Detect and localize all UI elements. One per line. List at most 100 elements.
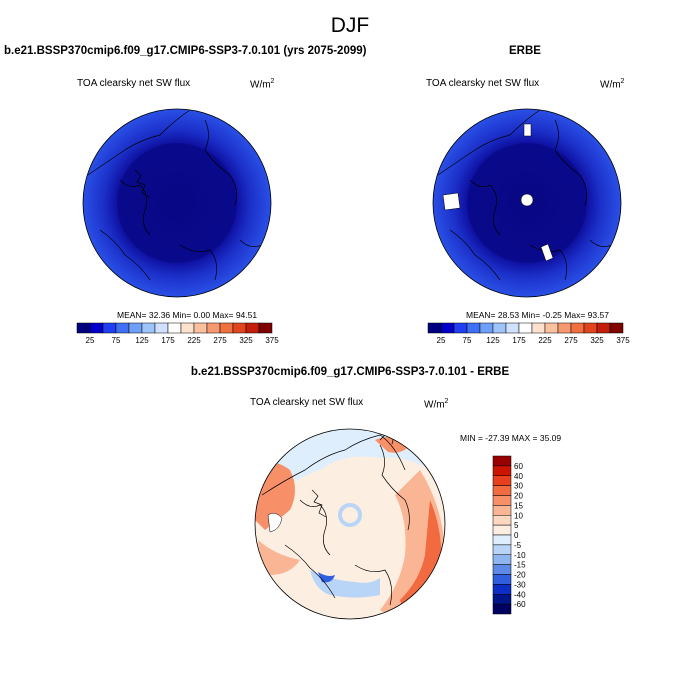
colorbar-swatch (245, 322, 260, 334)
colorbar-tick-label: 10 (514, 511, 523, 520)
panel-model-stats: MEAN= 32.36 Min= 0.00 Max= 94.51 (117, 310, 258, 320)
obs-polar-map (432, 108, 622, 298)
panel-obs-units: W/m2 (600, 78, 624, 90)
units-text: W/m (250, 79, 271, 91)
colorbar-swatch (492, 322, 507, 334)
colorbar-obs: 25 75 125 175 225 275 325 375 (427, 322, 630, 345)
colorbar-tick-label: 40 (514, 472, 523, 481)
colorbar-swatch (440, 322, 455, 334)
colorbar-tick-label: 30 (514, 482, 523, 491)
colorbar-tick-label: -20 (514, 571, 526, 580)
colorbar-tick-label: 175 (512, 336, 526, 345)
colorbar-swatch (479, 322, 494, 334)
colorbar-swatch (492, 485, 512, 496)
colorbar-swatch (492, 534, 512, 546)
colorbar-tick-label: 25 (86, 336, 95, 345)
units-text: W/m (424, 399, 445, 411)
colorbar-swatch (167, 322, 182, 334)
panel-diff-stats: MIN = -27.39 MAX = 35.09 (460, 433, 562, 443)
colorbar-swatch (570, 322, 585, 334)
colorbar-swatch (492, 465, 512, 476)
colorbar-model: 25 75 125 175 225 275 325 375 (76, 322, 279, 345)
colorbar-tick-label: -30 (514, 580, 526, 589)
missing-data-patches (442, 123, 554, 262)
colorbar-swatch (128, 322, 143, 334)
colorbar-tick-label: 175 (161, 336, 175, 345)
colorbar-swatch (180, 322, 195, 334)
panel-model-units: W/m2 (250, 78, 274, 90)
colorbar-tick-label: 5 (514, 521, 519, 530)
panel-model-variable: TOA clearsky net SW flux (77, 78, 191, 89)
colorbar-swatch (89, 322, 104, 334)
units-text: W/m (600, 79, 621, 91)
colorbar-swatch (492, 495, 512, 506)
panel-diff-variable: TOA clearsky net SW flux (250, 397, 364, 408)
colorbar-tick-label: 375 (616, 336, 630, 345)
colorbar-swatch (492, 594, 512, 605)
colorbar-tick-label: 275 (564, 336, 578, 345)
colorbar-swatch (505, 322, 520, 334)
colorbar-swatch (492, 515, 512, 526)
units-exponent: 2 (270, 78, 275, 85)
colorbar-swatch (466, 322, 481, 334)
colorbar-swatch (583, 322, 598, 334)
colorbar-swatch (544, 322, 559, 334)
colorbar-swatch (453, 322, 468, 334)
colorbar-swatch (492, 574, 512, 585)
colorbar-swatch (596, 322, 611, 334)
colorbar-swatch (492, 584, 512, 595)
panel-obs-stats: MEAN= 28.53 Min= -0.25 Max= 93.57 (466, 310, 609, 320)
colorbar-tick-label: -60 (514, 600, 526, 609)
panel-obs-title: ERBE (509, 45, 541, 57)
colorbar-tick-label: 25 (437, 336, 446, 345)
colorbar-tick-label: 75 (463, 336, 472, 345)
colorbar-tick-label: -5 (514, 541, 522, 550)
coastlines (261, 431, 410, 606)
colorbar-swatch (154, 322, 169, 334)
colorbar-swatch (518, 322, 533, 334)
colorbar-swatch (492, 475, 512, 486)
colorbar-swatch (492, 544, 512, 555)
colorbar-tick-label: 20 (514, 492, 523, 501)
colorbar-swatch (115, 322, 130, 334)
colorbar-swatch (258, 322, 273, 334)
colorbar-swatch (219, 322, 234, 334)
colorbar-tick-label: 375 (265, 336, 279, 345)
panel-model-title: b.e21.BSSP370cmip6.f09_g17.CMIP6-SSP3-7.… (4, 45, 367, 57)
colorbar-swatch (531, 322, 546, 334)
colorbar-tick-label: 15 (514, 501, 523, 510)
colorbar-tick-label: 125 (486, 336, 500, 345)
colorbar-tick-label: -15 (514, 561, 526, 570)
colorbar-tick-label: 275 (213, 336, 227, 345)
colorbar-tick-label: -40 (514, 590, 526, 599)
model-polar-map (82, 108, 272, 298)
colorbar-swatch (557, 322, 572, 334)
colorbar-swatch (492, 524, 512, 536)
colorbar-tick-label: 225 (538, 336, 552, 345)
colorbar-tick-label: 225 (187, 336, 201, 345)
colorbar-tick-label: 125 (135, 336, 149, 345)
colorbar-swatch (232, 322, 247, 334)
units-exponent: 2 (444, 398, 449, 405)
colorbar-swatch (609, 322, 624, 334)
colorbar-tick-label: 75 (112, 336, 121, 345)
colorbar-swatch (193, 322, 208, 334)
colorbar-tick-label: 0 (514, 531, 519, 540)
colorbar-swatch (206, 322, 221, 334)
panel-obs-variable: TOA clearsky net SW flux (426, 78, 540, 89)
colorbar-swatch (427, 322, 442, 334)
colorbar-swatch (76, 322, 91, 334)
figure-title: DJF (330, 14, 370, 37)
colorbar-swatch (492, 564, 512, 575)
colorbar-swatch (492, 554, 512, 565)
panel-diff-units: W/m2 (424, 398, 448, 410)
colorbar-swatch (102, 322, 117, 334)
colorbar-swatch (492, 505, 512, 516)
units-exponent: 2 (620, 78, 625, 85)
colorbar-tick-label: 60 (514, 462, 523, 471)
colorbar-tick-label: -10 (514, 551, 526, 560)
colorbar-tick-label: 325 (239, 336, 253, 345)
difference-polar-map (254, 428, 446, 620)
